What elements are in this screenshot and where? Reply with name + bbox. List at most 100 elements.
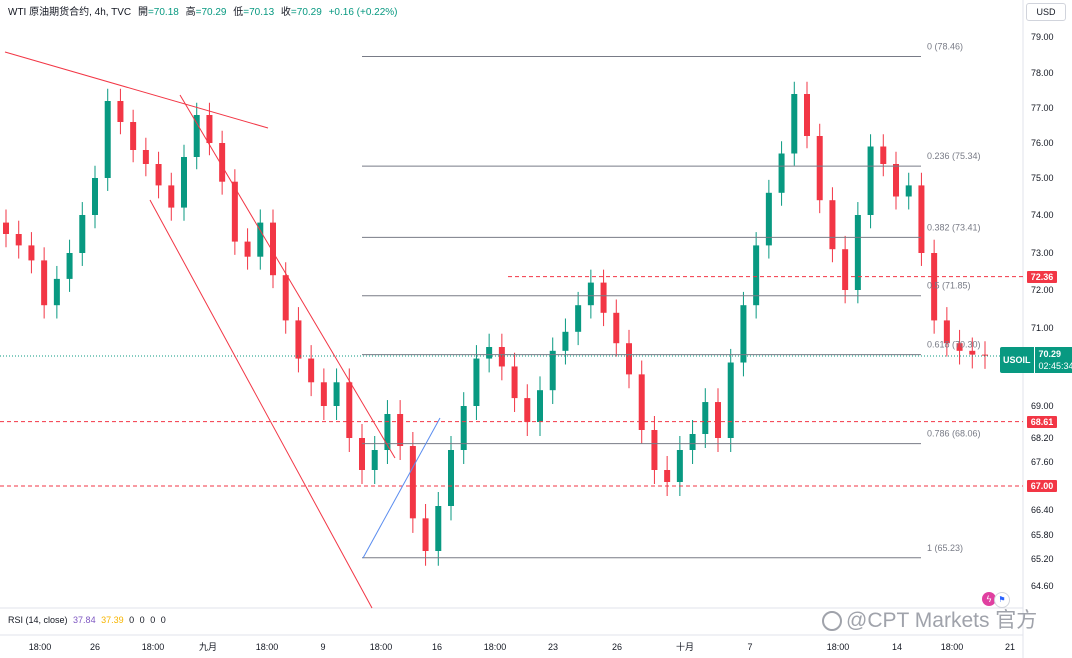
candle-body xyxy=(53,278,60,306)
candle-body xyxy=(282,275,289,321)
price-axis-label: 66.40 xyxy=(1031,505,1054,515)
price-axis-label: 74.00 xyxy=(1031,210,1054,220)
price-axis-label: 72.00 xyxy=(1031,285,1054,295)
trendline-upper xyxy=(4,51,269,129)
candle-body xyxy=(626,343,632,375)
candle-body xyxy=(41,260,48,306)
candle-body xyxy=(562,331,569,351)
candle-body xyxy=(765,192,772,246)
candle-body xyxy=(371,450,378,470)
candle-body xyxy=(816,136,823,201)
flag-icon[interactable]: ⚑ xyxy=(994,592,1010,608)
time-axis-label: 16 xyxy=(432,642,442,652)
candle-body xyxy=(829,200,836,250)
price-axis-label: 75.00 xyxy=(1031,173,1054,183)
candle-body xyxy=(600,282,607,313)
support-line xyxy=(362,417,441,559)
candle-body xyxy=(397,414,404,446)
candle-body xyxy=(753,245,760,306)
candle-body xyxy=(28,245,35,261)
time-axis-label: 18:00 xyxy=(142,642,165,652)
candle-body xyxy=(295,320,302,359)
time-axis-label: 23 xyxy=(548,642,558,652)
candle-body xyxy=(79,215,86,253)
fib-level-label: 0.236 (75.34) xyxy=(927,151,981,161)
fib-level-label: 0.786 (68.06) xyxy=(927,429,981,439)
currency-button[interactable]: USD xyxy=(1026,3,1066,21)
live-price: 70.29 xyxy=(1038,349,1062,359)
candle-body xyxy=(320,382,327,406)
candle-body xyxy=(498,347,505,367)
fib-level-label: 0.382 (73.41) xyxy=(927,222,981,232)
candle-body xyxy=(511,366,518,399)
time-axis-label: 26 xyxy=(612,642,622,652)
price-axis-label: 73.00 xyxy=(1031,248,1054,258)
rsi-legend[interactable]: RSI (14, close) 37.84 37.39 0 0 0 0 xyxy=(8,615,166,625)
fib-level-label: 1 (65.23) xyxy=(927,543,963,553)
candle-body xyxy=(15,234,22,246)
candle-body xyxy=(549,350,556,391)
time-axis-label: 18:00 xyxy=(256,642,279,652)
price-axis-label: 65.80 xyxy=(1031,530,1054,540)
candle-body xyxy=(638,374,645,430)
price-axis-label: 77.00 xyxy=(1031,103,1054,113)
candle-body xyxy=(486,347,493,359)
candle-body xyxy=(231,181,238,242)
candle-body xyxy=(804,94,810,136)
brand-icon xyxy=(822,611,842,632)
candle-body xyxy=(689,434,696,450)
candle-body xyxy=(359,438,365,470)
time-axis-label: 九月 xyxy=(199,642,217,652)
candle-body xyxy=(66,253,73,279)
candle-body xyxy=(142,150,149,164)
watermark: @CPT Markets 官方 xyxy=(822,604,1037,634)
candle-body xyxy=(931,253,938,321)
candle-body xyxy=(3,222,9,234)
time-axis-label: 7 xyxy=(747,642,752,652)
candle-body xyxy=(206,115,213,143)
symbol-title[interactable]: WTI 原油期货合约, 4h, TVC xyxy=(8,7,132,18)
channel-line-2 xyxy=(179,94,396,459)
candle-body xyxy=(854,215,861,290)
price-tag-72-36: 72.36 xyxy=(1027,271,1057,283)
candle-body xyxy=(943,320,950,344)
price-tag-68-61: 68.61 xyxy=(1027,416,1057,428)
candle-body xyxy=(104,101,111,178)
candle-body xyxy=(664,470,671,482)
candle-body xyxy=(893,164,899,197)
candle-body xyxy=(257,222,264,257)
time-axis-label: 9 xyxy=(320,642,325,652)
candle-body xyxy=(537,390,543,422)
candle-body xyxy=(587,282,594,306)
candle-body xyxy=(384,414,391,450)
live-symbol: USOIL xyxy=(1000,347,1034,373)
countdown: 02:45:34 xyxy=(1038,361,1072,371)
candle-body xyxy=(460,406,467,450)
candle-body xyxy=(727,362,734,438)
price-axis-label: 65.20 xyxy=(1031,554,1054,564)
candle-body xyxy=(880,146,887,164)
candle-body xyxy=(308,358,315,383)
candle-body xyxy=(346,382,353,438)
candle-body xyxy=(244,241,251,257)
time-axis-label: 18:00 xyxy=(370,642,393,652)
candle-body xyxy=(92,178,98,215)
candle-body xyxy=(676,450,683,482)
candle-body xyxy=(219,143,226,182)
candle-body xyxy=(867,146,874,215)
time-axis-label: 14 xyxy=(892,642,902,652)
time-axis-label: 21 xyxy=(1005,642,1015,652)
price-axis-label: 79.00 xyxy=(1031,32,1054,42)
lightning-icon[interactable]: ϟ xyxy=(982,592,996,606)
time-axis-label: 18:00 xyxy=(484,642,507,652)
candle-body xyxy=(448,450,454,506)
candle-body xyxy=(130,122,137,150)
candle-body xyxy=(791,94,798,154)
candle-body xyxy=(155,164,162,186)
candle-body xyxy=(168,185,175,208)
candle-body xyxy=(270,222,276,276)
live-price-label: USOIL 70.29 02:45:34 xyxy=(1000,347,1072,373)
candle-body xyxy=(842,249,849,290)
fib-level-label: 0.618 (70.30) xyxy=(927,340,981,350)
